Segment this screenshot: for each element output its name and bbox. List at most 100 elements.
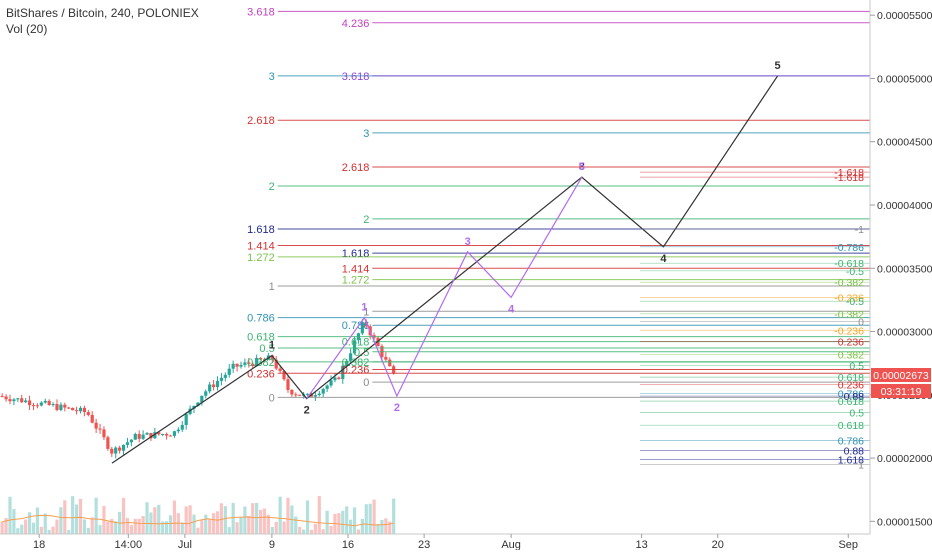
candle-body — [141, 434, 145, 439]
volume-bar — [364, 504, 368, 534]
y-tick-label: 0.00003000 — [877, 327, 932, 339]
right-fib-label: 0.618 — [838, 396, 864, 408]
volume-bar — [196, 527, 200, 534]
candle-body — [235, 363, 239, 367]
fib-level-label: 4.236 — [342, 18, 370, 30]
wave-label: 3 — [579, 161, 585, 173]
volume-bar — [305, 500, 310, 534]
x-tick-label: 14:00 — [115, 539, 143, 550]
candle-body — [333, 377, 337, 381]
candle-body — [317, 393, 321, 396]
candle-body — [258, 357, 263, 360]
wave-label: 3 — [465, 236, 471, 248]
x-tick-label: 13 — [636, 539, 648, 550]
candle-body — [165, 433, 169, 436]
fib-level-label: 1 — [269, 281, 275, 293]
candle-body — [102, 429, 106, 438]
volume-bar — [274, 521, 278, 534]
volume-bar — [125, 518, 130, 534]
candle-body — [110, 448, 114, 454]
candle-body — [129, 439, 133, 443]
x-axis[interactable]: 18 14:00 Jul 9 16 23 Aug 13 20 Sep — [33, 534, 858, 551]
candle-body — [204, 391, 208, 396]
candle-body — [231, 363, 235, 369]
volume-bar — [235, 522, 239, 534]
candle-body — [337, 377, 341, 380]
volume-bar — [141, 515, 145, 534]
right-fib-label: -0.786 — [834, 242, 864, 254]
candle-body — [47, 400, 51, 406]
right-fib-label: 0.618 — [838, 372, 864, 384]
volume-bar — [360, 518, 364, 534]
symbol-title[interactable]: BitShares / Bitcoin, 240, POLONIEX — [6, 6, 199, 20]
volume-bar — [12, 509, 16, 534]
fib-level-label: 0.786 — [247, 313, 275, 325]
y-axis[interactable]: 0.00005500 0.00005000 0.00004500 0.00004000… — [870, 10, 932, 528]
candle-body — [74, 410, 79, 412]
volume-bar — [168, 515, 173, 534]
volume-bar — [31, 522, 36, 534]
volume-bar — [349, 519, 353, 534]
x-tick-label: 9 — [269, 539, 275, 550]
fib-level-label: 2.618 — [342, 162, 370, 174]
volume-bar — [16, 528, 20, 534]
candle-body — [16, 398, 20, 400]
candle-body — [106, 437, 110, 449]
volume-bar — [298, 526, 302, 534]
right-fib-label: -0.382 — [834, 277, 864, 289]
right-fib-label: -1 — [855, 224, 864, 236]
volume-bar — [211, 513, 216, 534]
volume-layer — [0, 496, 396, 534]
candle-body — [4, 396, 8, 400]
volume-bar — [121, 497, 126, 534]
candle-body — [184, 413, 188, 425]
candle-body — [255, 357, 259, 366]
volume-bar — [165, 521, 169, 534]
candle-body — [51, 404, 55, 406]
wave-label: 4 — [508, 303, 515, 315]
plot-area[interactable] — [0, 0, 870, 534]
volume-bar — [380, 519, 384, 534]
fib-level-label: 1.414 — [342, 263, 370, 275]
candle-body — [208, 384, 212, 392]
candle-body — [67, 407, 71, 409]
candle-body — [341, 365, 345, 380]
right-fib-label: -0.236 — [834, 325, 864, 337]
right-fib-label: 0.236 — [838, 337, 864, 349]
candle-body — [298, 394, 302, 396]
candle-body — [305, 393, 310, 395]
wave-path — [111, 75, 779, 464]
fib-level-label: 0 — [363, 377, 369, 389]
candle-body — [114, 447, 118, 454]
candle-body — [274, 359, 278, 369]
candle-body — [215, 380, 220, 388]
y-tick-label: 0.00003500 — [877, 263, 932, 275]
candle-body — [325, 385, 329, 389]
candle-body — [172, 431, 177, 436]
candle-body — [145, 432, 149, 435]
volume-bar — [86, 527, 90, 534]
candle-body — [39, 402, 43, 406]
right-fib-label: -0.618 — [834, 258, 864, 270]
volume-bar — [392, 498, 396, 534]
countdown-badge-bg — [871, 384, 931, 398]
volume-bar — [329, 525, 333, 534]
candle-body — [270, 355, 274, 360]
volume-bar — [321, 529, 325, 534]
candle-body — [364, 322, 368, 327]
volume-bar — [313, 523, 317, 534]
volume-bar — [94, 497, 98, 534]
x-tick-label: 23 — [418, 539, 430, 550]
volume-bar — [227, 527, 231, 534]
right-fib-label: 0.236 — [838, 380, 864, 392]
candle-body — [157, 432, 161, 435]
candle-body — [82, 407, 86, 413]
candle-body — [43, 400, 47, 403]
candle-body — [251, 363, 255, 366]
volume-bar — [55, 519, 59, 534]
volume-ma-line — [2, 514, 394, 527]
fib-level-label: 0.236 — [247, 368, 275, 380]
volume-indicator-label[interactable]: Vol (20) — [6, 22, 48, 36]
